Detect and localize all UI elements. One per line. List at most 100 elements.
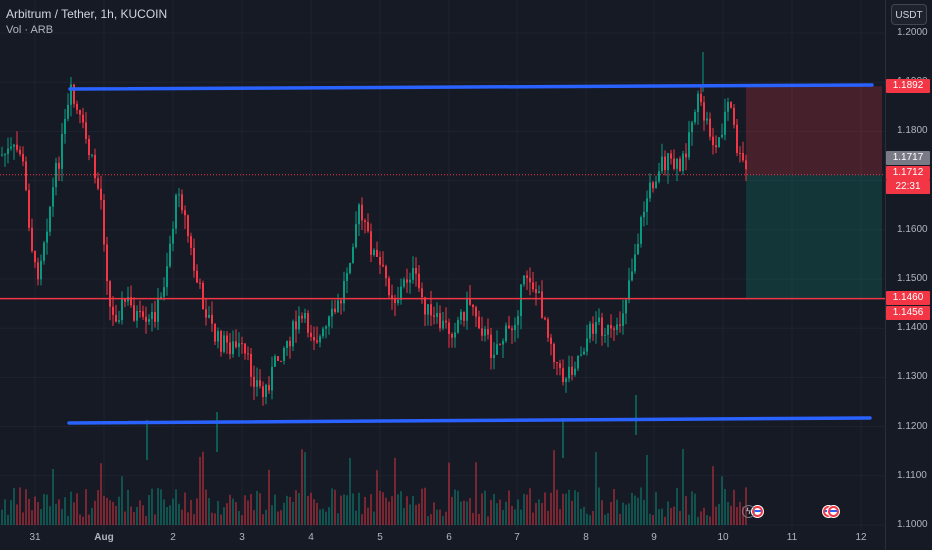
volume-bar	[532, 512, 534, 525]
volume-bar	[145, 516, 147, 525]
candle-body	[181, 194, 183, 211]
volume-bar	[202, 451, 204, 525]
candle-body	[475, 307, 477, 317]
candle-body	[415, 268, 417, 274]
candle-body	[559, 363, 561, 369]
candle-body	[622, 313, 624, 326]
candle-body	[82, 114, 84, 123]
volume-bar	[535, 503, 537, 525]
candle-body	[643, 211, 645, 218]
candle-body	[442, 320, 444, 329]
candle-body	[679, 158, 681, 172]
candle-body	[592, 323, 594, 334]
volume-bar	[538, 499, 540, 525]
volume-bar	[613, 489, 615, 525]
volume-bar	[661, 508, 663, 525]
candle-body	[508, 325, 510, 329]
candle-body	[649, 182, 651, 199]
candle-body	[712, 136, 714, 146]
volume-bar	[169, 505, 171, 525]
candle-body	[706, 118, 708, 121]
volume-bar	[184, 492, 186, 525]
currency-button[interactable]: USDT	[891, 4, 927, 25]
volume-bar	[70, 491, 72, 525]
volume-bar	[697, 516, 699, 525]
candle-body	[7, 148, 9, 155]
volume-bar	[682, 448, 684, 525]
volume-bar	[424, 487, 426, 525]
candle-body	[31, 227, 33, 252]
candle-body	[490, 334, 492, 359]
candle-body	[601, 317, 603, 336]
volume-bar	[151, 488, 153, 525]
volume-bar	[193, 514, 195, 525]
volume-bar	[259, 493, 261, 525]
candle-body	[25, 161, 27, 191]
candle-body	[691, 122, 693, 133]
candle-body	[46, 231, 48, 243]
candle-body	[226, 335, 228, 343]
candle-body	[487, 329, 489, 335]
volume-bar	[235, 502, 237, 525]
symbol-title[interactable]: Arbitrum / Tether, 1h, KUCOIN	[6, 7, 168, 21]
volume-bar	[481, 493, 483, 525]
us-flag-event-icon[interactable]	[827, 505, 840, 518]
volume-bar	[256, 490, 258, 525]
volume-bar	[349, 457, 351, 525]
volume-bar	[508, 490, 510, 525]
candle-body	[577, 355, 579, 369]
candle-body	[655, 181, 657, 189]
candle-body	[646, 198, 648, 212]
candle-body	[526, 275, 528, 278]
candle-body	[247, 353, 249, 355]
chart-area[interactable]	[0, 0, 885, 550]
volume-bar	[700, 511, 702, 525]
price-chart[interactable]	[0, 0, 885, 550]
candle-body	[379, 256, 381, 265]
volume-bar	[298, 493, 300, 525]
volume-bar	[289, 497, 291, 525]
candle-body	[160, 296, 162, 298]
candle-body	[178, 194, 180, 196]
time-tick-label: 8	[583, 532, 589, 543]
candle-body	[154, 312, 156, 322]
volume-bar	[463, 500, 465, 525]
candle-body	[94, 154, 96, 179]
candle-body	[616, 324, 618, 330]
candle-body	[550, 337, 552, 344]
volume-bar	[46, 494, 48, 525]
crosshair-price-tag: 1.1717	[886, 151, 930, 165]
candle-body	[43, 242, 45, 261]
volume-bar	[625, 504, 627, 525]
candle-body	[697, 93, 699, 113]
volume-bar	[523, 493, 525, 525]
dividend-event-icon[interactable]: ϟ	[742, 505, 755, 518]
candle-body	[430, 304, 432, 316]
candle-body	[22, 154, 24, 162]
candle-body	[484, 329, 486, 336]
candle-body	[151, 312, 153, 320]
volume-bar	[277, 511, 279, 525]
candle-body	[565, 378, 567, 383]
volume-bar	[64, 497, 66, 525]
price-tick-label: 1.2000	[897, 27, 928, 38]
volume-bar	[268, 469, 270, 525]
stop-level-tag: 1.1892	[886, 79, 930, 93]
volume-bar	[616, 499, 618, 525]
candle-body	[466, 298, 468, 321]
volume-bar	[133, 512, 135, 525]
volume-label[interactable]: Vol · ARB	[6, 24, 54, 36]
volume-bar	[301, 449, 303, 525]
candle-body	[262, 386, 264, 397]
volume-bar	[286, 495, 288, 525]
volume-bar	[367, 507, 369, 525]
volume-bar	[397, 494, 399, 525]
candle-body	[307, 313, 309, 333]
candle-body	[583, 351, 585, 355]
volume-bar	[412, 495, 414, 525]
candle-body	[724, 111, 726, 135]
candle-body	[463, 311, 465, 321]
volume-bar	[496, 503, 498, 525]
candle-body	[376, 249, 378, 257]
volume-bar	[712, 466, 714, 525]
